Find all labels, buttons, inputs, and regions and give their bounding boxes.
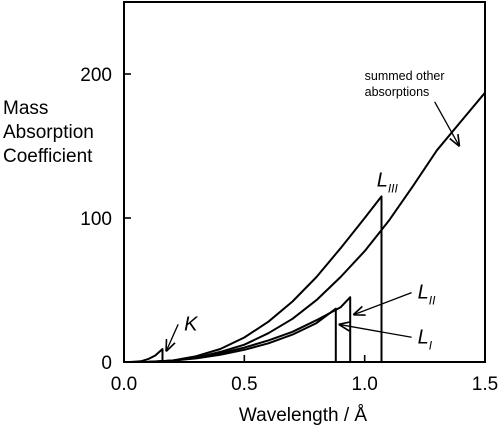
edge-arrow-lii (354, 292, 412, 315)
series-layer (123, 92, 486, 363)
x-axis-title: Wavelength / Å (239, 405, 367, 426)
y-tick-label: 0 (101, 353, 112, 374)
annotations: summed other absorptions K LIII LII LI (167, 69, 459, 353)
edge-arrow-li (340, 325, 412, 338)
y-tick-label: 200 (80, 65, 112, 86)
plot-frame (123, 1, 486, 363)
edge-label-k: K (184, 313, 199, 335)
y-axis-title-line-2: Absorption (3, 122, 94, 143)
x-tick-label: 1.5 (472, 374, 498, 395)
series-k-line (131, 348, 164, 363)
series-other-line (123, 92, 486, 363)
series-liii-line (148, 195, 383, 363)
edge-label-liii: LIII (377, 169, 399, 195)
ticks: 0.0 0.5 1.0 1.5 0 100 200 (80, 65, 498, 395)
edge-label-li: LI (418, 326, 433, 352)
y-axis-title-line-1: Mass (3, 98, 48, 119)
annotation-summed-line-1: summed other (365, 69, 445, 83)
series-li-line (148, 307, 337, 363)
x-tick-label: 0.0 (111, 374, 137, 395)
annotation-summed-arrow (434, 101, 459, 146)
series-lii-line (148, 296, 352, 363)
edge-label-lii: LII (418, 282, 436, 308)
y-tick-label: 100 (80, 209, 112, 230)
x-tick-label: 1.0 (351, 374, 377, 395)
annotation-summed-line-2: absorptions (365, 85, 430, 99)
edge-arrow-k (167, 324, 179, 350)
y-axis-title-line-3: Coefficient (3, 146, 93, 167)
x-tick-label: 0.5 (231, 374, 257, 395)
